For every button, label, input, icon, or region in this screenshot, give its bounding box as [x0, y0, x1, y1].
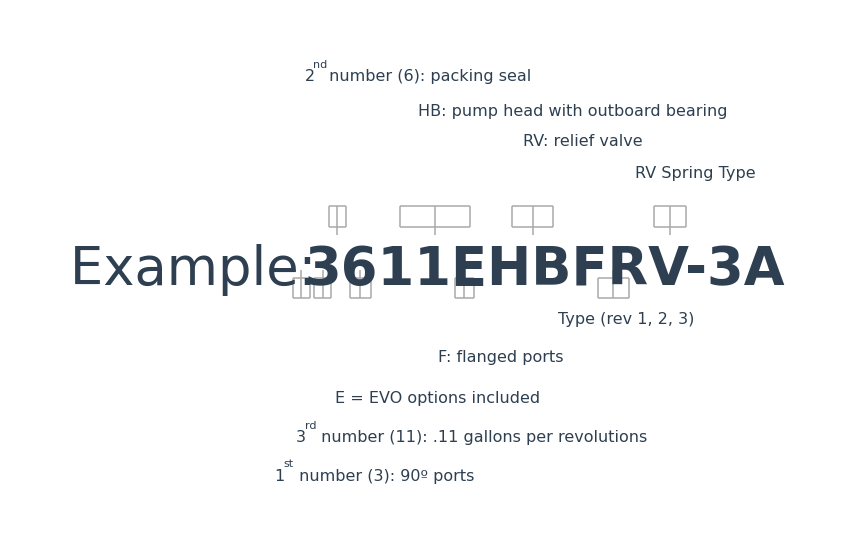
Text: 3611EHBFRV-3A: 3611EHBFRV-3A [305, 244, 785, 296]
Text: rd: rd [305, 421, 316, 430]
Text: E = EVO options included: E = EVO options included [335, 391, 540, 406]
Text: st: st [283, 460, 293, 469]
Text: nd: nd [313, 60, 328, 70]
Text: Example:: Example: [70, 244, 334, 296]
Text: RV Spring Type: RV Spring Type [635, 166, 756, 181]
Text: 2: 2 [305, 69, 315, 84]
Text: HB: pump head with outboard bearing: HB: pump head with outboard bearing [418, 104, 728, 119]
Text: number (3): 90º ports: number (3): 90º ports [294, 469, 474, 484]
Text: number (6): packing seal: number (6): packing seal [324, 69, 532, 84]
Text: number (11): .11 gallons per revolutions: number (11): .11 gallons per revolutions [316, 430, 647, 445]
Text: 3: 3 [296, 430, 306, 445]
Text: F: flanged ports: F: flanged ports [438, 350, 563, 365]
Text: 1: 1 [275, 469, 285, 484]
Text: RV: relief valve: RV: relief valve [523, 134, 642, 149]
Text: Type (rev 1, 2, 3): Type (rev 1, 2, 3) [558, 312, 694, 327]
